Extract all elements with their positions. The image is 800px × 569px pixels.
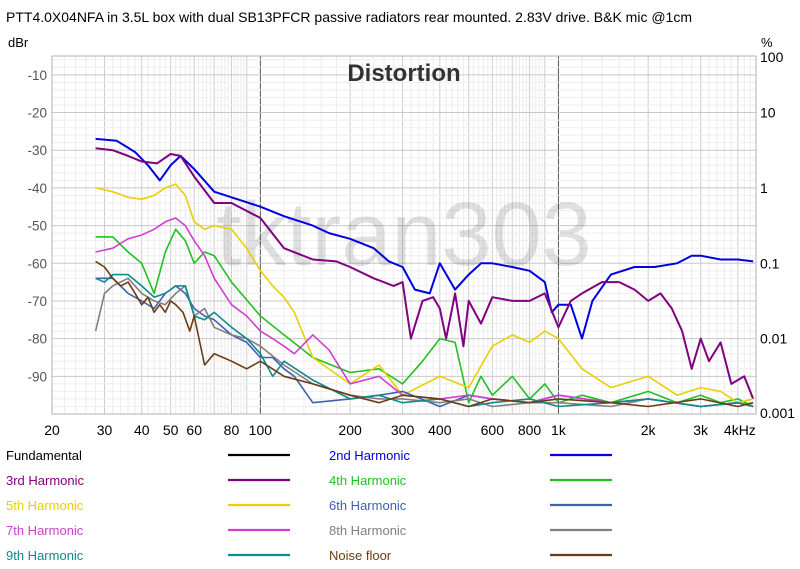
series-line-noise-floor [95, 260, 754, 408]
x-tick-label: 80 [224, 422, 240, 438]
series-line-2nd-harmonic [95, 137, 754, 340]
y-left-tick-labels: -10 -20 -30 -40 -50 -60 -70 -80 -90 [27, 68, 47, 384]
y-left-tick-label: -90 [27, 369, 47, 384]
legend-label: 6th Harmonic [329, 498, 407, 513]
legend-label: 9th Harmonic [6, 548, 84, 563]
y-left-unit-label: dBr [8, 35, 29, 50]
series-line-7th-harmonic [95, 217, 754, 408]
legend-label: 4th Harmonic [329, 473, 407, 488]
y-right-tick-label: 0.001 [760, 405, 795, 421]
inner-chart-title: Distortion [347, 60, 460, 87]
series-line-5th-harmonic [95, 183, 754, 404]
y-right-tick-label: 10 [760, 105, 776, 121]
x-tick-label: 400 [428, 422, 452, 438]
chart-title: PTT4.0X04NFA in 3.5L box with dual SB13P… [6, 9, 692, 25]
y-left-tick-label: -50 [27, 219, 47, 234]
x-tick-label: 300 [391, 422, 415, 438]
x-tick-label: 600 [481, 422, 505, 438]
y-left-tick-label: -10 [27, 68, 47, 83]
legend-label: 2nd Harmonic [329, 448, 410, 463]
x-tick-label: 2k [641, 422, 657, 438]
x-tick-label: 100 [249, 422, 273, 438]
y-left-tick-label: -30 [27, 143, 47, 158]
y-left-tick-label: -40 [27, 181, 47, 196]
y-left-tick-label: -20 [27, 106, 47, 121]
y-right-tick-label: 0.01 [760, 331, 787, 347]
x-tick-label: 60 [186, 422, 202, 438]
x-tick-label: 50 [163, 422, 179, 438]
legend-label: Fundamental [6, 448, 82, 463]
x-tick-label: 40 [134, 422, 150, 438]
x-tick-label: 4kHz [724, 422, 756, 438]
legend-label: Noise floor [329, 548, 392, 563]
legend-label: 8th Harmonic [329, 523, 407, 538]
x-tick-label: 3k [693, 422, 709, 438]
y-right-tick-label: 1 [760, 180, 768, 196]
x-tick-labels: 20 30 40 50 60 80 100 200 300 400 600 800 1k 2k 3k 4kHz [44, 422, 756, 438]
series-line-9th-harmonic [95, 273, 754, 408]
y-left-tick-label: -60 [27, 256, 47, 271]
x-tick-label: 30 [97, 422, 113, 438]
x-tick-label: 800 [518, 422, 542, 438]
plot-frame [51, 55, 757, 415]
y-right-tick-label: 0.1 [760, 255, 780, 271]
series-line-3rd-harmonic [95, 147, 755, 400]
y-left-tick-label: -80 [27, 332, 47, 347]
y-right-tick-labels: 100 10 1 0.1 0.01 0.001 [760, 49, 795, 421]
plot-area [52, 56, 756, 414]
x-tick-label: 1k [551, 422, 567, 438]
x-tick-label: 200 [338, 422, 362, 438]
series-line-8th-harmonic [94, 277, 754, 408]
y-left-tick-label: -70 [27, 294, 47, 309]
legend-label: 7th Harmonic [6, 523, 84, 538]
y-right-tick-label: 100 [760, 49, 784, 65]
legend-label: 3rd Harmonic [6, 473, 85, 488]
x-tick-label: 20 [44, 422, 60, 438]
legend: Fundamental 2nd Harmonic 3rd Harmonic 4th H… [6, 448, 612, 563]
series-line-4th-harmonic [95, 228, 754, 408]
grid [51, 56, 757, 415]
legend-label: 5th Harmonic [6, 498, 84, 513]
series-group [94, 137, 755, 408]
y-right-unit-label: % [761, 35, 773, 50]
